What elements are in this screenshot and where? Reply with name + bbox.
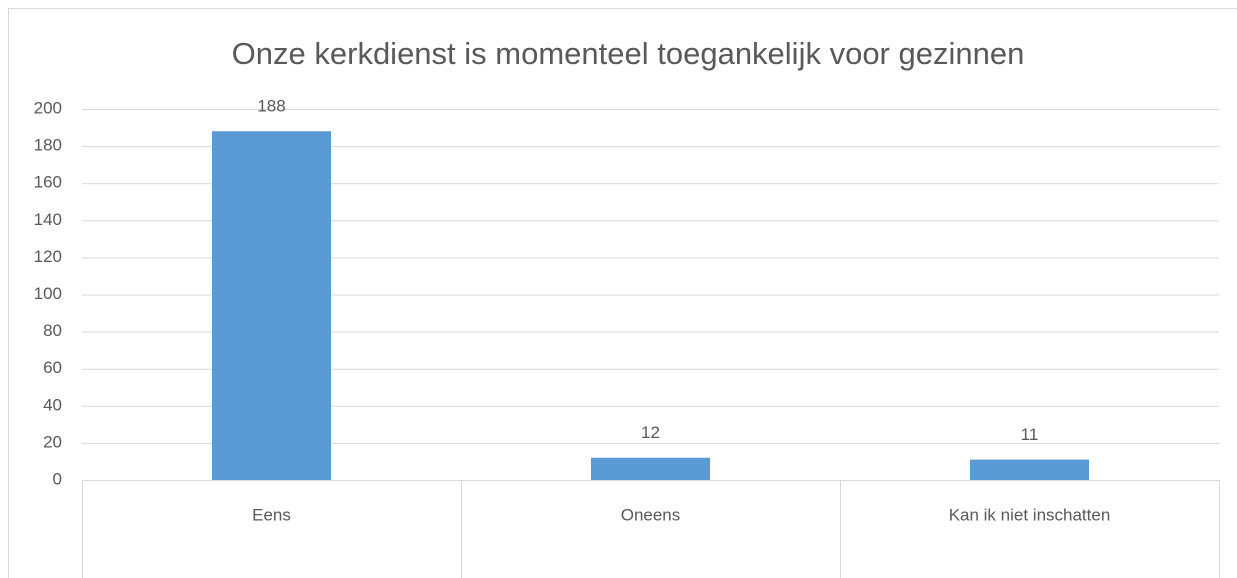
y-tick-label: 60: [43, 358, 62, 377]
x-tick-label: Eens: [252, 505, 291, 524]
y-tick-label: 140: [34, 210, 62, 229]
y-tick-label: 120: [34, 247, 62, 266]
bar: [590, 457, 711, 480]
chart-border: [8, 8, 1237, 578]
y-tick-label: 40: [43, 395, 62, 414]
x-tick-label: Kan ik niet inschatten: [949, 505, 1111, 524]
data-label: 188: [257, 97, 285, 116]
x-tick-label: Oneens: [621, 505, 681, 524]
data-label: 12: [641, 423, 660, 442]
y-tick-label: 200: [34, 98, 62, 117]
y-tick-label: 20: [43, 432, 62, 451]
y-tick-label: 160: [34, 173, 62, 192]
y-tick-label: 0: [53, 469, 62, 488]
chart-title: Onze kerkdienst is momenteel toegankelij…: [232, 36, 1025, 71]
data-label: 11: [1021, 425, 1039, 444]
y-tick-label: 180: [34, 136, 62, 155]
y-tick-label: 100: [34, 284, 62, 303]
y-tick-label: 80: [43, 321, 62, 340]
bar: [969, 459, 1090, 480]
bar: [211, 131, 332, 480]
